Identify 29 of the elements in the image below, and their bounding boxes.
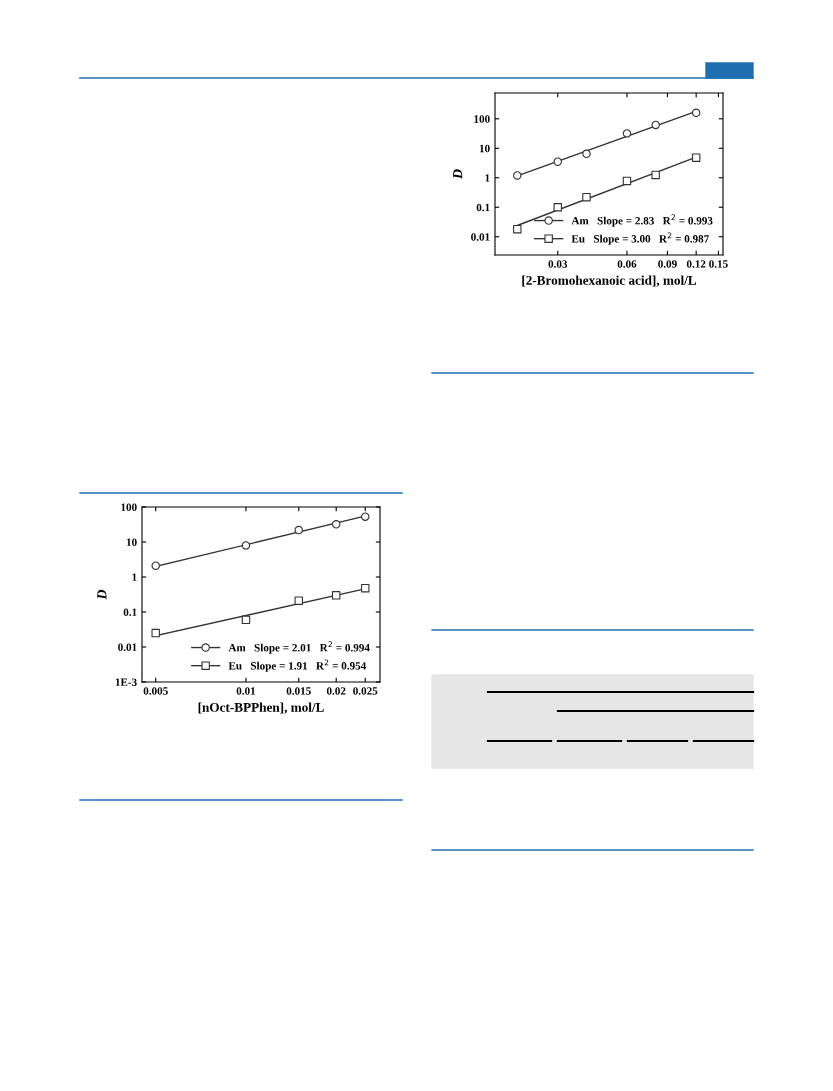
y-tick-label: 0.1 <box>476 203 490 212</box>
y-tick-label: 10 <box>479 144 490 153</box>
x-tick-label: 0.01 <box>236 687 256 695</box>
legend-label: Eu Slope = 1.91 R$^{2}$ = 0.954 <box>228 659 367 672</box>
legend-label: Eu Slope = 3.00 R$^{2}$ = 0.987 <box>571 232 709 245</box>
x-tick-label: 0.09 <box>658 260 677 268</box>
y-tick-label: 10 <box>126 538 137 546</box>
x-axis-title: [2-Bromohexanoic acid], mol/L <box>522 275 697 287</box>
y-tick-label: 100 <box>121 503 137 511</box>
y-tick-label: 0.01 <box>118 643 137 652</box>
y-tick-label: 1E-3 <box>115 678 137 686</box>
y-tick-label: 0.1 <box>123 608 137 617</box>
x-tick-label: 0.02 <box>326 687 346 695</box>
x-tick-label: 0.015 <box>286 687 311 695</box>
x-tick-label: 0.15 <box>709 260 728 268</box>
x-tick-label: 0.12 <box>686 260 706 268</box>
y-axis-title: D <box>453 169 463 180</box>
y-tick-label: 1 <box>485 174 490 182</box>
x-tick-label: 0.025 <box>353 687 378 695</box>
y-tick-label: 1 <box>132 573 137 581</box>
x-tick-label: 0.005 <box>143 687 168 695</box>
y-tick-label: 100 <box>474 115 490 123</box>
legend-label: Am Slope = 2.83 R$^{2}$ = 0.993 <box>571 214 713 227</box>
y-tick-label: 0.01 <box>471 233 490 241</box>
x-axis-title: [nOct-BPPhen], mol/L <box>198 702 324 714</box>
x-tick-label: 0.03 <box>548 260 568 268</box>
y-axis-title: D <box>97 589 107 600</box>
x-tick-label: 0.06 <box>617 260 637 268</box>
legend-label: Am Slope = 2.01 R$^{2}$ = 0.994 <box>228 641 370 654</box>
